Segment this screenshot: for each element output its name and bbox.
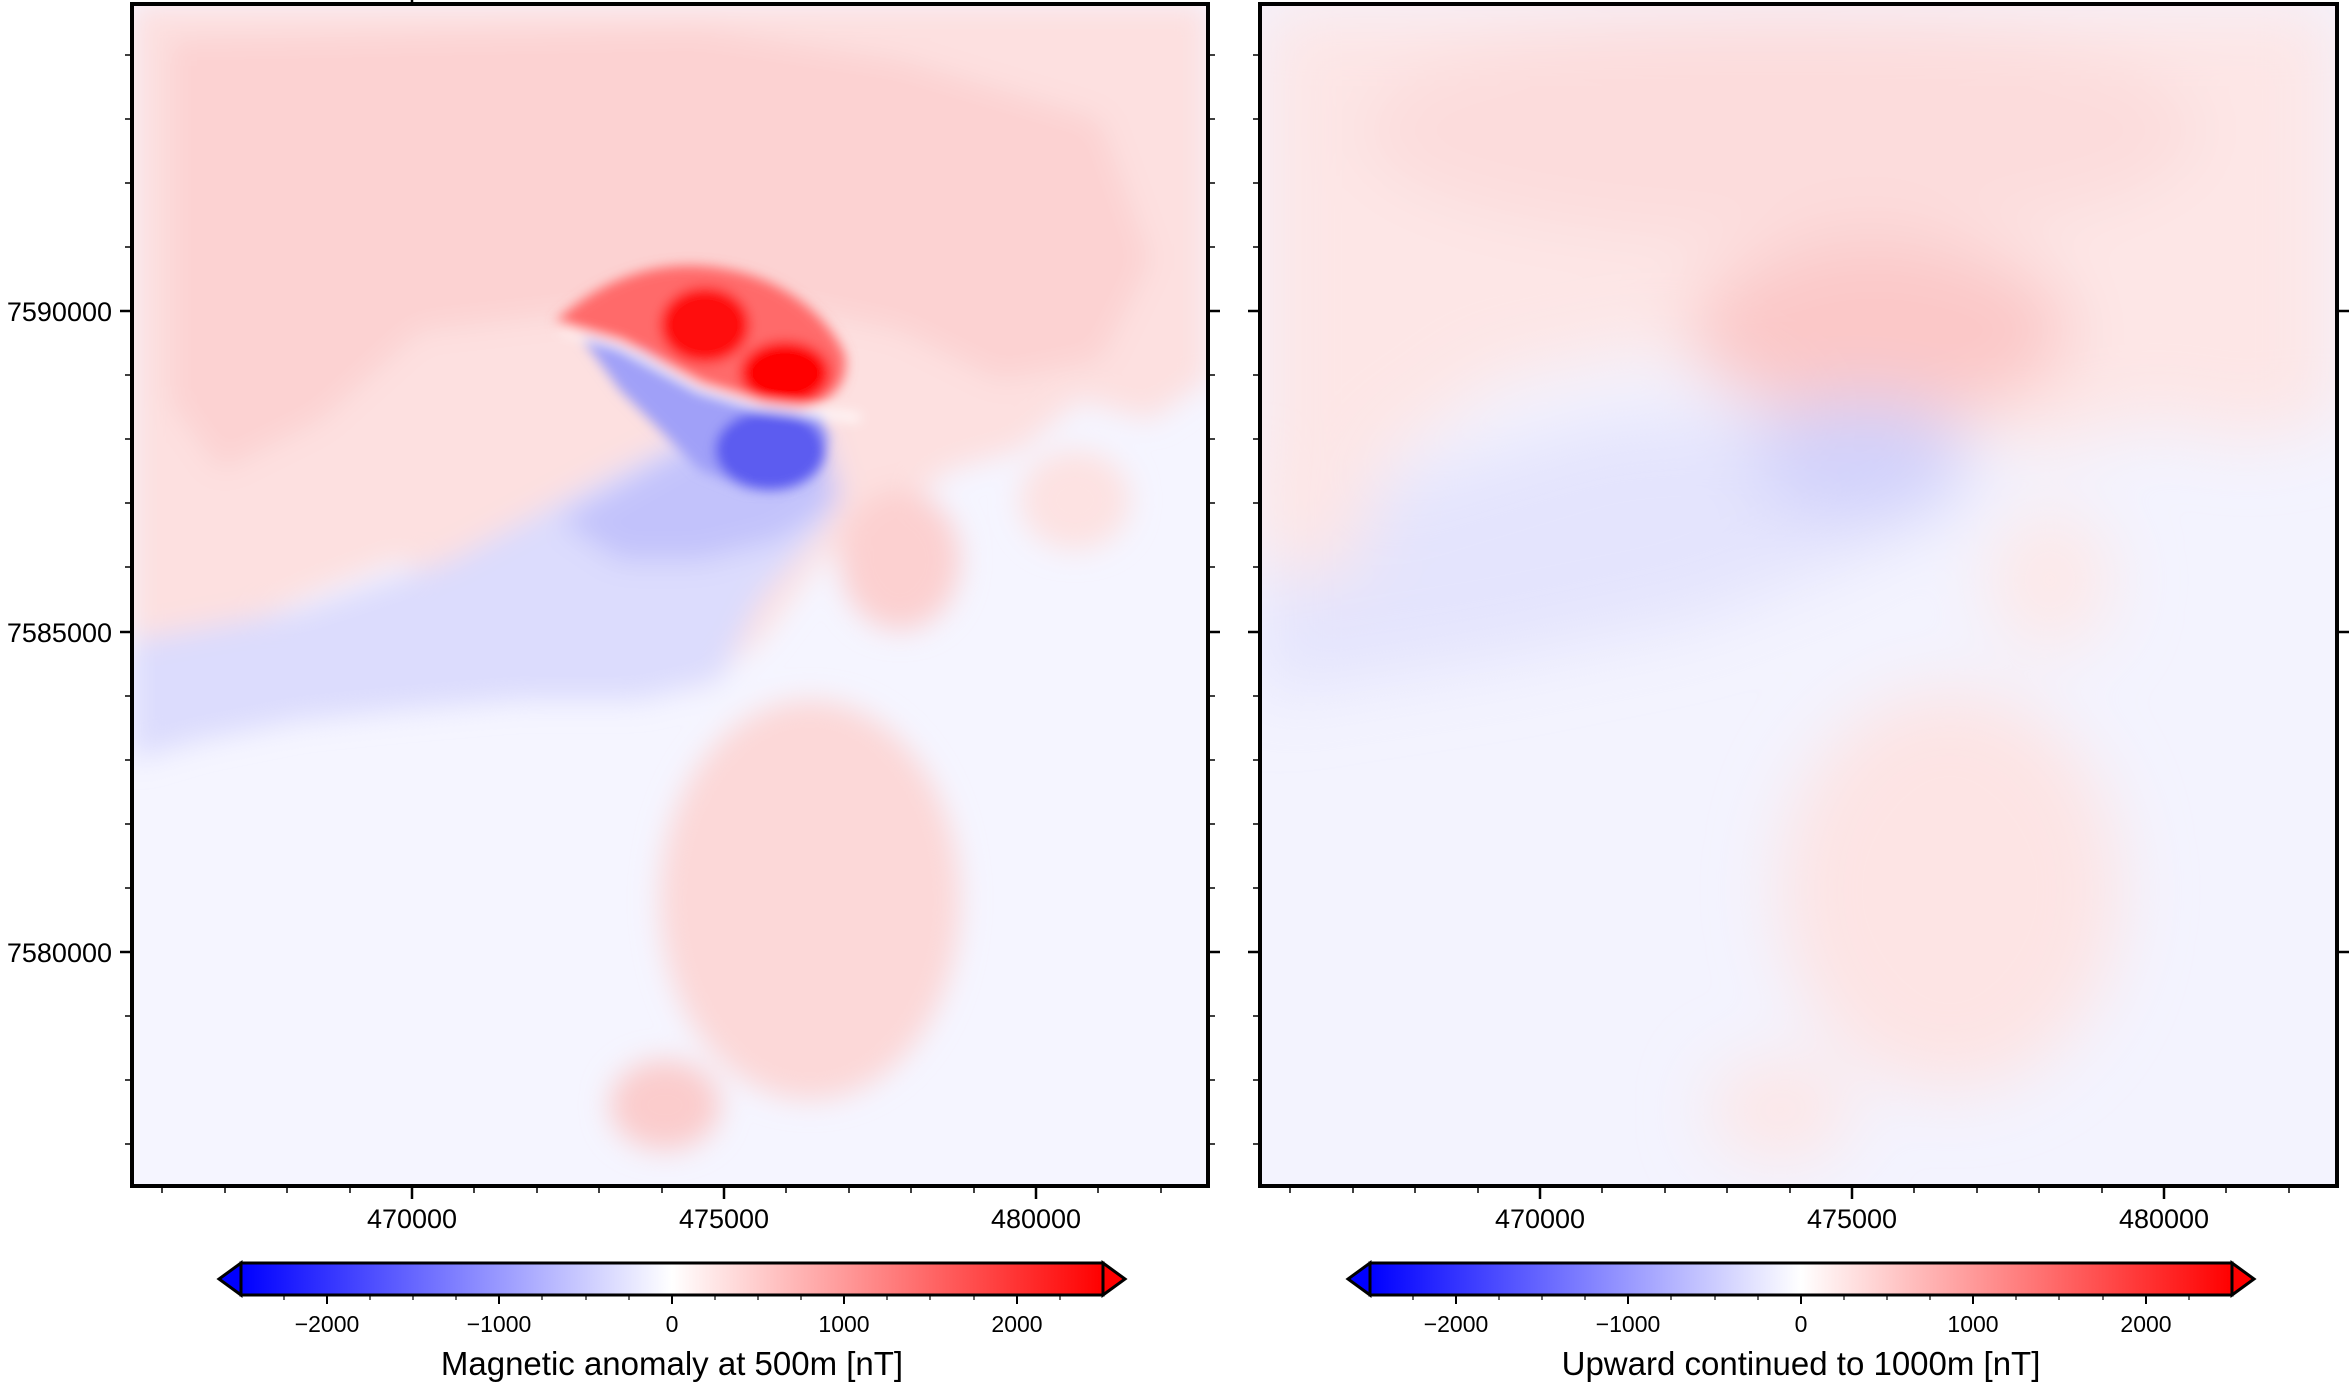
right-colorbar-tick: 0 bbox=[1795, 1311, 1808, 1337]
right-colorbar-tick: −1000 bbox=[1596, 1311, 1661, 1337]
left-y-tick-label: 7580000 bbox=[7, 938, 112, 968]
right-colorbar-tick: 2000 bbox=[2120, 1311, 2171, 1337]
left-map-ticks bbox=[120, 0, 1220, 1199]
left-colorbar-tick: −2000 bbox=[295, 1311, 360, 1337]
left-colorbar-label: Magnetic anomaly at 500m [nT] bbox=[441, 1345, 903, 1382]
left-y-tick-label: 7590000 bbox=[7, 297, 112, 327]
right-x-tick-label: 470000 bbox=[1495, 1204, 1585, 1234]
left-colorbar-tick: 2000 bbox=[991, 1311, 1042, 1337]
left-map-panel: 470000 475000 480000 7590000 7585000 758… bbox=[7, 0, 1220, 1382]
right-colorbar-label: Upward continued to 1000m [nT] bbox=[1562, 1345, 2041, 1382]
left-map-frame bbox=[130, 2, 1210, 1188]
left-colorbar-tick: 1000 bbox=[818, 1311, 869, 1337]
left-y-tick-label: 7585000 bbox=[7, 618, 112, 648]
left-x-tick-label: 480000 bbox=[991, 1204, 1081, 1234]
left-colorbar-tick: 0 bbox=[666, 1311, 679, 1337]
left-x-tick-label: 470000 bbox=[367, 1204, 457, 1234]
right-x-tick-label: 475000 bbox=[1807, 1204, 1897, 1234]
left-anomaly-field bbox=[132, 4, 1208, 1186]
left-x-tick-label: 475000 bbox=[679, 1204, 769, 1234]
right-colorbar-tick: −2000 bbox=[1424, 1311, 1489, 1337]
right-x-tick-label: 480000 bbox=[2119, 1204, 2209, 1234]
right-map-frame bbox=[1258, 2, 2339, 1188]
right-map-ticks bbox=[1248, 309, 2349, 1199]
right-map-panel: 470000 475000 480000 −2000 bbox=[1248, 2, 2349, 1382]
right-colorbar-tick: 1000 bbox=[1947, 1311, 1998, 1337]
right-colorbar: −2000 −1000 0 1000 2000 Upward continued… bbox=[1345, 1260, 2257, 1382]
right-anomaly-field bbox=[1260, 4, 2337, 1186]
left-colorbar: −2000 −1000 0 1000 2000 Magnetic anomaly… bbox=[216, 1260, 1128, 1382]
left-colorbar-tick: −1000 bbox=[467, 1311, 532, 1337]
